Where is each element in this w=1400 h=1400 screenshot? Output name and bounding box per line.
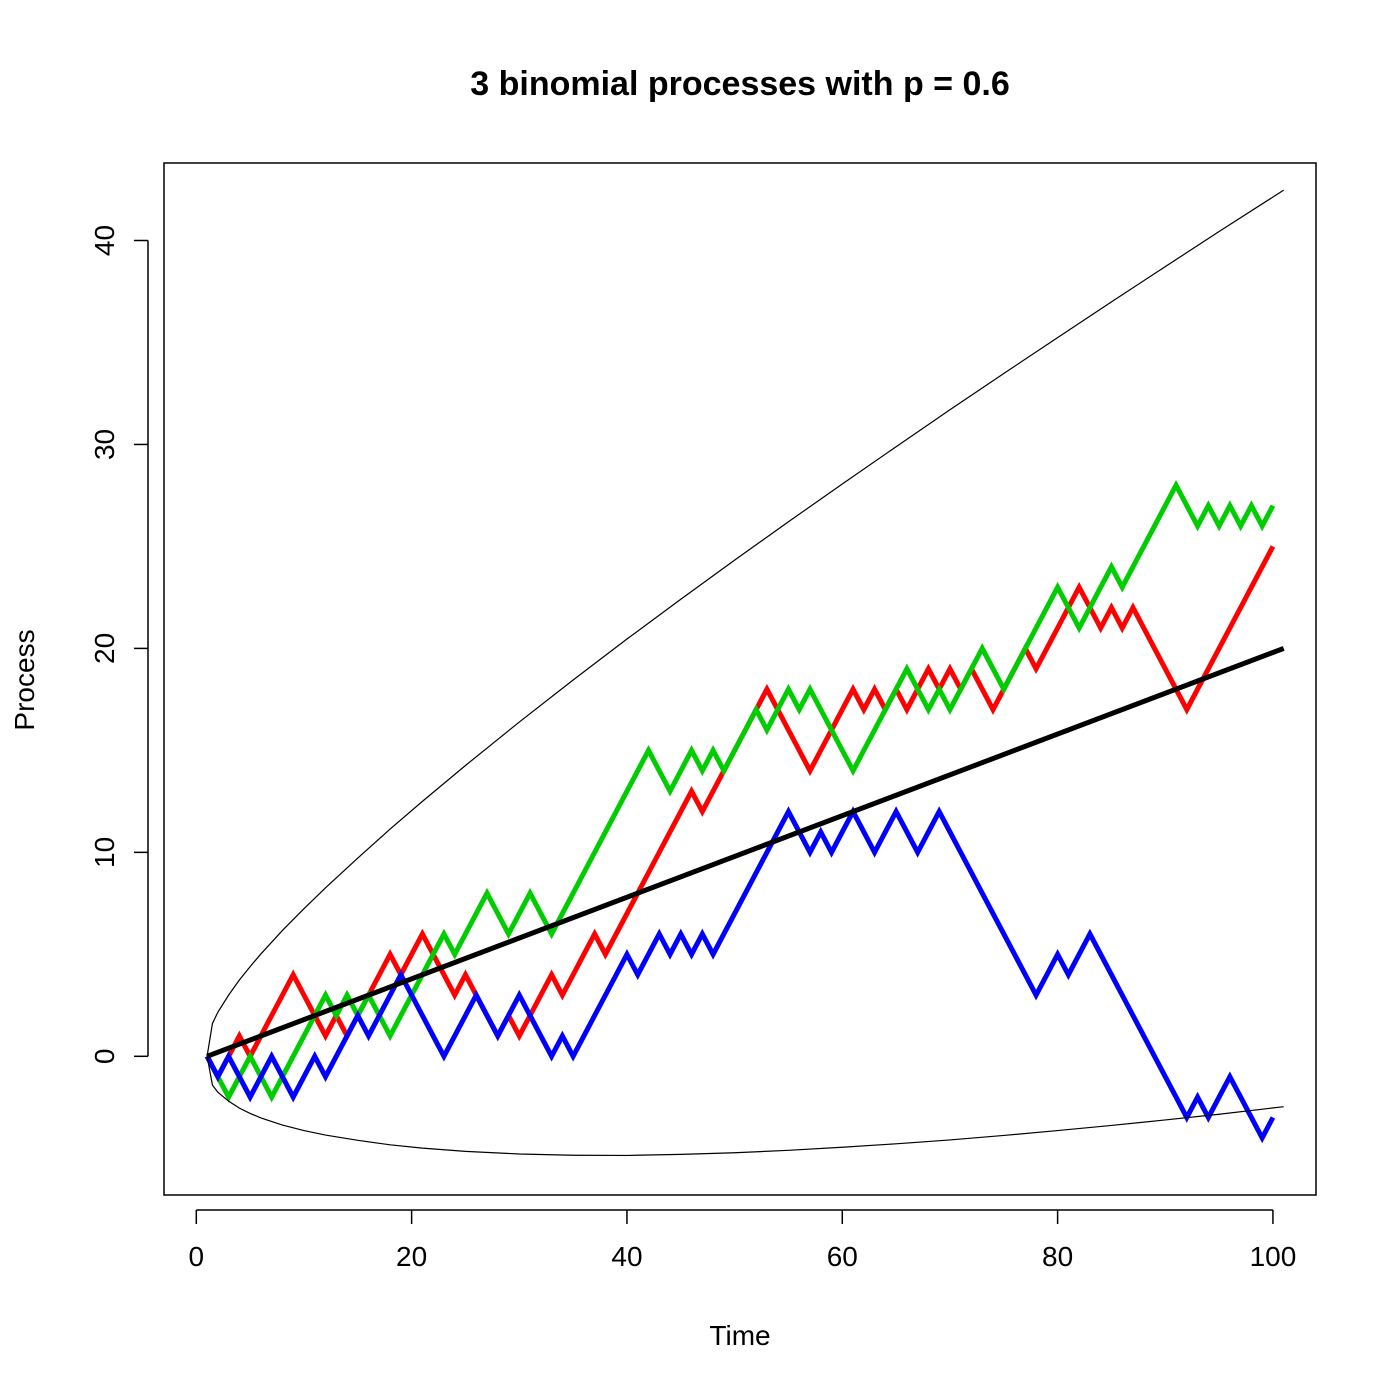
y-axis-label: Process <box>9 629 40 730</box>
y-tick-label: 40 <box>89 225 120 256</box>
mean-line <box>206 646 1285 1059</box>
x-tick-label: 20 <box>396 1241 427 1272</box>
chart-title: 3 binomial processes with p = 0.6 <box>470 65 1009 103</box>
x-axis: 0 20 40 60 80 100 <box>189 1209 1297 1272</box>
lower-envelope <box>206 1056 1284 1157</box>
y-tick-label: 0 <box>89 1049 120 1065</box>
plot-frame <box>163 162 1317 1196</box>
x-tick-label: 40 <box>611 1241 642 1272</box>
y-axis: 0 10 20 30 40 <box>89 225 149 1065</box>
series-green <box>204 479 1276 1103</box>
x-tick-label: 80 <box>1042 1241 1073 1272</box>
y-tick-label: 20 <box>89 633 120 664</box>
x-tick-label: 100 <box>1250 1241 1297 1272</box>
y-tick-label: 30 <box>89 429 120 460</box>
y-tick-label: 10 <box>89 837 120 868</box>
x-tick-label: 60 <box>827 1241 858 1272</box>
series-blue <box>204 806 1276 1144</box>
x-tick-label: 0 <box>189 1241 205 1272</box>
plot-lines <box>204 189 1285 1157</box>
upper-envelope <box>206 189 1285 1057</box>
x-axis-label: Time <box>709 1320 770 1351</box>
